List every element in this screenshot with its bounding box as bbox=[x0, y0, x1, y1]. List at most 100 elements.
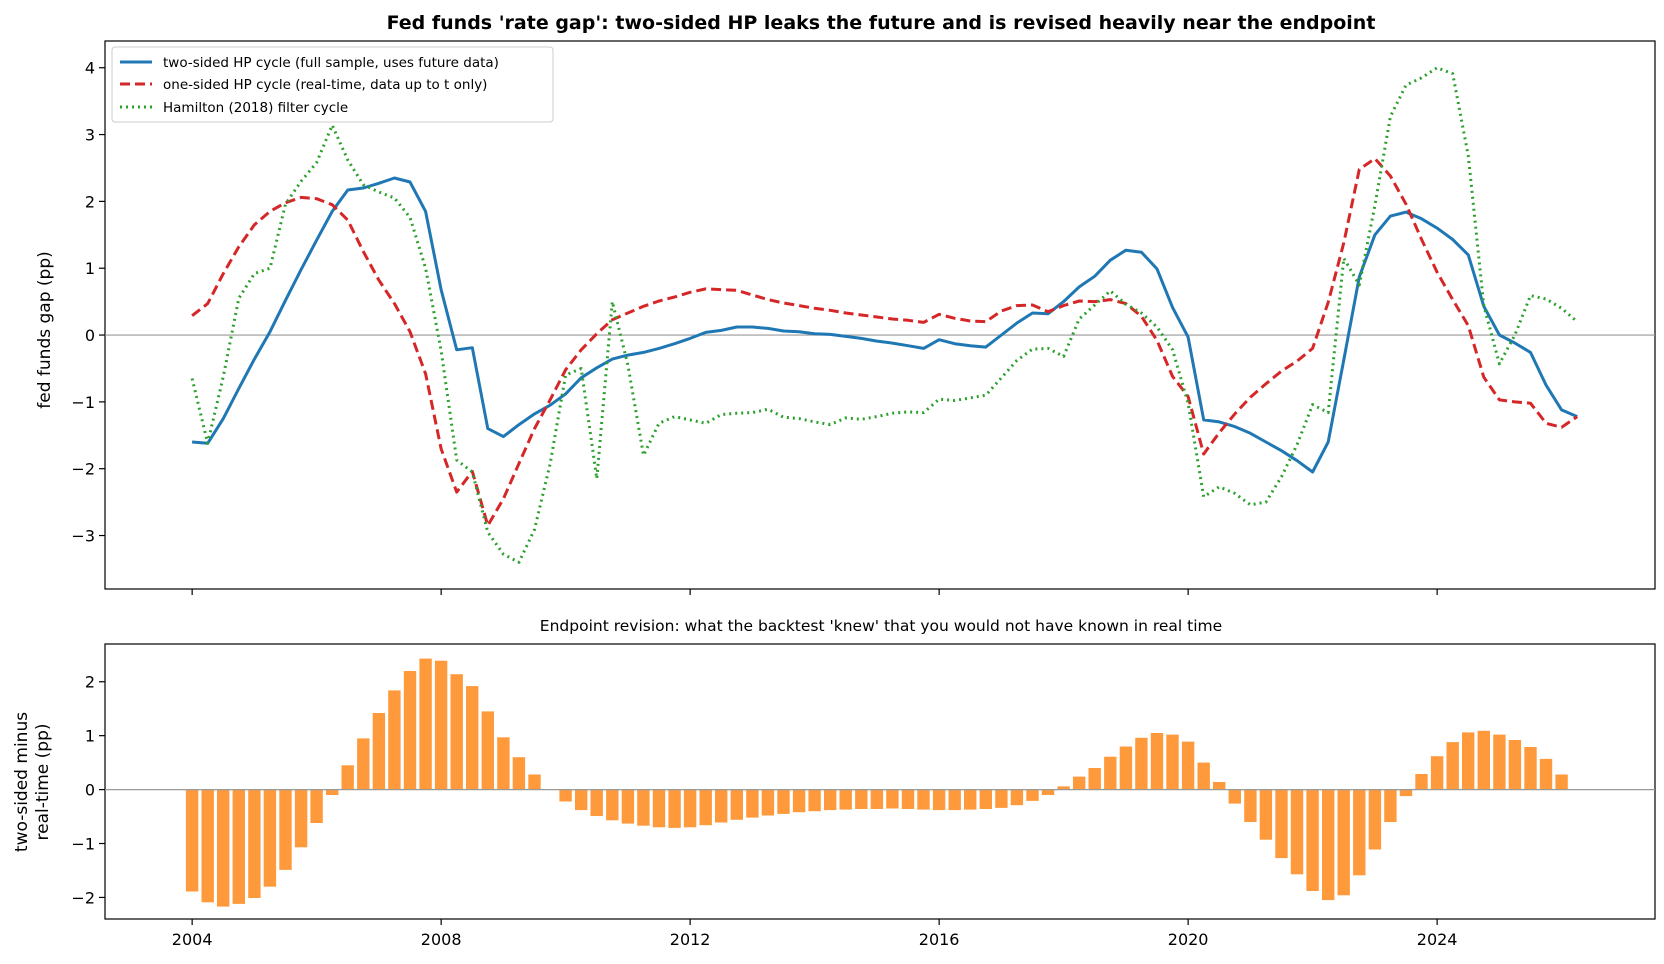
revision-bar bbox=[808, 789, 821, 812]
revision-bar bbox=[1368, 789, 1382, 850]
bottom-y-tick-label: 1 bbox=[85, 727, 95, 746]
revision-bar bbox=[964, 789, 977, 810]
bottom-y-axis-label-line2: real-time (pp) bbox=[33, 723, 53, 840]
top-chart-title: Fed funds 'rate gap': two-sided HP leaks… bbox=[387, 12, 1376, 34]
revision-bar bbox=[746, 789, 759, 818]
revision-bar bbox=[621, 789, 635, 824]
revision-bar bbox=[279, 789, 292, 870]
revision-bar bbox=[824, 789, 837, 811]
revision-bar bbox=[1026, 789, 1039, 801]
bottom-y-axis-label-line1: two-sided minus bbox=[12, 712, 32, 852]
revision-bar bbox=[652, 789, 666, 828]
bottom-x-tick-label: 2008 bbox=[421, 930, 462, 949]
revision-bar bbox=[1446, 742, 1459, 790]
top-series-group bbox=[190, 66, 1579, 564]
series-line-one-sided-hp bbox=[191, 157, 1579, 527]
bottom-x-tick-label: 2012 bbox=[670, 930, 711, 949]
revision-bar bbox=[450, 674, 463, 790]
revision-bar bbox=[777, 789, 790, 814]
revision-bar bbox=[839, 789, 852, 810]
revision-bar bbox=[1228, 789, 1241, 804]
top-y-tick-label: −3 bbox=[71, 527, 95, 546]
legend-frame bbox=[111, 46, 554, 123]
revision-bar bbox=[357, 738, 370, 790]
revision-bar bbox=[419, 658, 432, 790]
top-y-tick-label: 2 bbox=[85, 192, 95, 211]
revision-bar bbox=[1213, 782, 1226, 790]
revision-bar bbox=[1135, 737, 1148, 790]
revision-bar bbox=[1104, 756, 1117, 790]
revision-bar bbox=[466, 686, 479, 790]
legend-label-hamilton: Hamilton (2018) filter cycle bbox=[163, 100, 348, 116]
bottom-plot-frame bbox=[104, 643, 1656, 920]
revision-bar bbox=[1337, 789, 1350, 896]
revision-bar bbox=[699, 789, 712, 826]
revision-bar bbox=[1306, 789, 1319, 891]
bottom-y-tick-label: −1 bbox=[71, 835, 95, 854]
top-y-ticks: −3 −2 −1 0 1 2 3 4 bbox=[71, 59, 105, 546]
revision-bar bbox=[855, 789, 868, 809]
revision-bar bbox=[1555, 774, 1568, 790]
revision-bar bbox=[575, 789, 588, 811]
revision-bar bbox=[434, 660, 448, 790]
revision-bar bbox=[294, 789, 308, 848]
revision-bar bbox=[1088, 768, 1101, 790]
revision-bar bbox=[217, 789, 230, 907]
revision-bar bbox=[232, 789, 245, 904]
revision-bar bbox=[1399, 789, 1413, 797]
revision-bar bbox=[1539, 758, 1553, 790]
revision-bar bbox=[559, 789, 572, 802]
revision-bar bbox=[263, 789, 277, 887]
revision-bar bbox=[528, 774, 541, 790]
top-x-ticks bbox=[191, 589, 1438, 595]
top-plot-frame bbox=[104, 40, 1656, 590]
revision-bar bbox=[715, 789, 728, 823]
revision-bar bbox=[1244, 789, 1257, 822]
revision-bar bbox=[901, 789, 915, 809]
revision-bar bbox=[185, 789, 199, 892]
top-panel: Fed funds 'rate gap': two-sided HP leaks… bbox=[35, 12, 1656, 595]
revision-bar bbox=[1508, 740, 1522, 790]
revision-bar bbox=[1041, 789, 1055, 795]
legend: two-sided HP cycle (full sample, uses fu… bbox=[111, 46, 554, 123]
revision-bar bbox=[1057, 786, 1070, 790]
revision-bar bbox=[388, 690, 401, 790]
revision-bar bbox=[201, 789, 214, 903]
revision-bar bbox=[372, 713, 386, 790]
bottom-y-tick-label: 0 bbox=[85, 781, 95, 800]
top-y-tick-label: 1 bbox=[85, 259, 95, 278]
revision-bar bbox=[979, 789, 992, 809]
revision-bar bbox=[886, 789, 899, 809]
bottom-x-ticks: 2004 2008 2012 2016 2020 2024 bbox=[172, 919, 1457, 949]
bottom-x-tick-label: 2016 bbox=[919, 930, 960, 949]
top-y-axis-label: fed funds gap (pp) bbox=[35, 251, 55, 408]
top-y-tick-label: 3 bbox=[85, 126, 95, 145]
revision-bar bbox=[497, 737, 510, 790]
revision-bar bbox=[341, 765, 354, 790]
revision-bar bbox=[481, 711, 494, 790]
revision-bar bbox=[512, 757, 526, 790]
revision-bar bbox=[637, 789, 650, 826]
revision-bar bbox=[1415, 774, 1428, 790]
revision-bar bbox=[1150, 733, 1164, 790]
revision-bar bbox=[917, 789, 930, 810]
revision-bar bbox=[1462, 732, 1475, 790]
revision-bar bbox=[1322, 789, 1335, 901]
revision-bar bbox=[1073, 776, 1086, 790]
bottom-y-tick-label: 2 bbox=[85, 673, 95, 692]
revision-bar bbox=[1430, 756, 1444, 790]
bottom-y-tick-label: −2 bbox=[71, 888, 95, 907]
revision-bar bbox=[606, 789, 619, 821]
bottom-y-ticks: −2 −1 0 1 2 bbox=[71, 673, 105, 907]
revision-bar bbox=[1010, 789, 1024, 806]
revision-bar bbox=[1259, 789, 1273, 840]
revision-bar bbox=[1119, 746, 1133, 790]
revision-bar bbox=[1166, 734, 1179, 790]
revision-bar bbox=[995, 789, 1008, 808]
revision-bar bbox=[326, 789, 339, 795]
revision-bar bbox=[590, 789, 603, 816]
revision-bar bbox=[1524, 747, 1537, 790]
series-line-hamilton bbox=[190, 66, 1579, 564]
top-y-tick-label: −2 bbox=[71, 460, 95, 479]
